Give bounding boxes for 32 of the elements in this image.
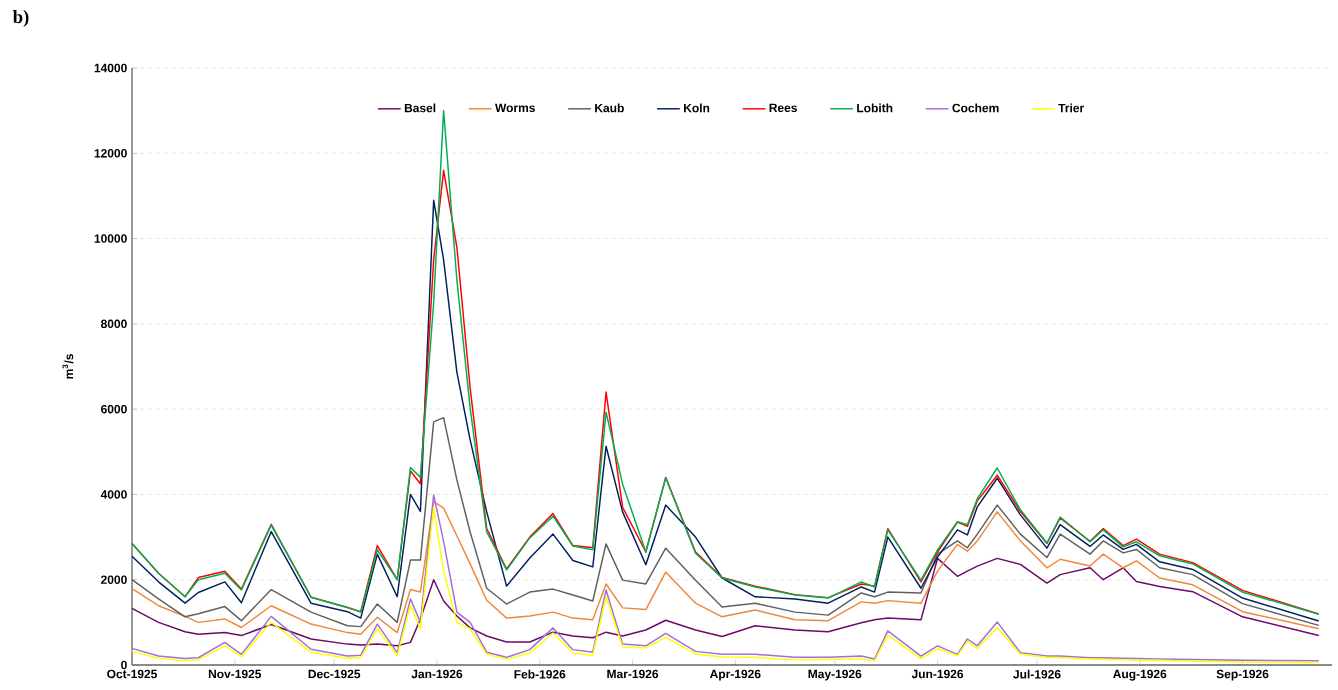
text: b): [12, 10, 29, 27]
y-tick-label: 10000: [94, 234, 127, 243]
legend-label: Cochem: [952, 103, 999, 113]
y-tick-label: 2000: [101, 575, 127, 584]
x-tick-label: Oct-1925: [107, 669, 158, 679]
x-tick-label: May-1926: [808, 669, 862, 681]
legend-label: Kaub: [595, 103, 624, 113]
y-tick-label: 0: [121, 660, 127, 670]
legend-label: Basel: [404, 103, 436, 113]
legend-label: Rees: [769, 103, 797, 113]
y-axis-title: m$^{3}$/s: [62, 354, 74, 379]
x-tick-label: Jan-1926: [411, 669, 463, 679]
y-tick-label: 6000: [101, 404, 127, 414]
x-tick-label: Sep-1926: [1216, 669, 1269, 681]
line-series: [131, 557, 1320, 647]
x-tick-label: Apr-1926: [709, 669, 761, 681]
x-tick-label: Dec-1925: [308, 669, 361, 679]
line-series: [131, 500, 1320, 636]
x-tick-label: Nov-1925: [208, 669, 262, 679]
x-tick-label: Mar-1926: [607, 669, 659, 679]
legend-label: Worms: [495, 103, 535, 113]
y-tick-label: 12000: [94, 149, 127, 158]
x-tick-label: Aug-1926: [1113, 669, 1167, 681]
legend-label: Lobith: [857, 103, 893, 113]
x-tick-label: Feb-1926: [514, 669, 566, 679]
y-tick-label: 8000: [100, 319, 127, 329]
legend-label: Trier: [1058, 103, 1084, 113]
legend-label: Koln: [684, 103, 710, 113]
y-tick-label: 4000: [100, 490, 127, 499]
x-tick-label: Jun-1926: [911, 669, 964, 679]
y-tick-label: 14000: [94, 63, 127, 73]
x-tick-label: Jul-1926: [1013, 669, 1061, 679]
